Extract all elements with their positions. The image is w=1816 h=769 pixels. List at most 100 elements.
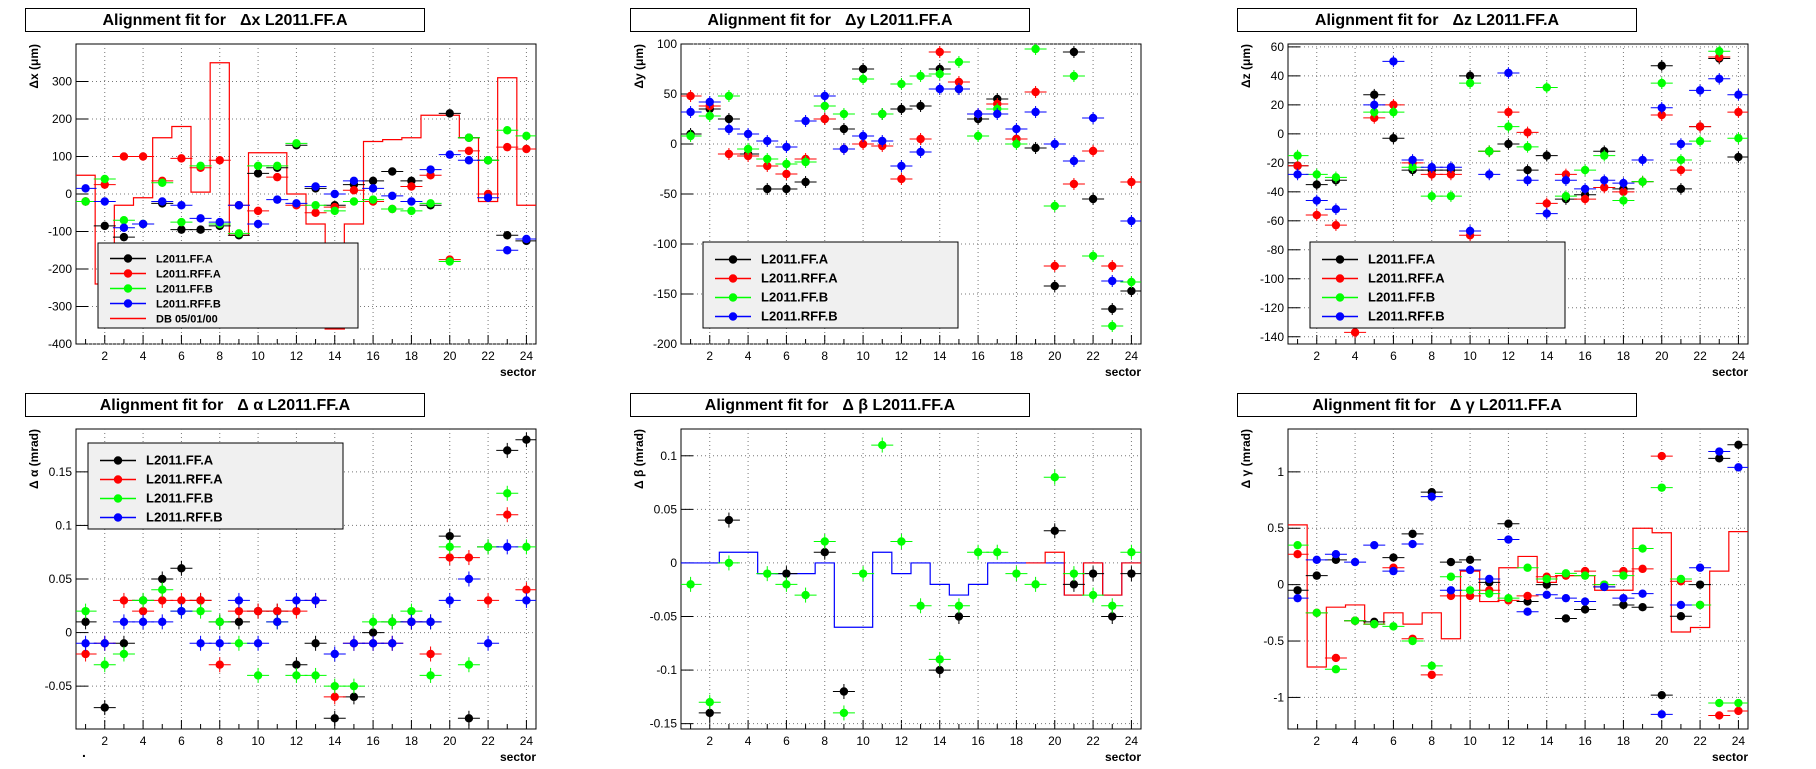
x-tick-label: 12: [895, 349, 909, 363]
x-tick-label: 14: [328, 349, 342, 363]
data-point: [1427, 661, 1436, 671]
db-histogram: [1288, 524, 1748, 668]
data-point: [1312, 210, 1321, 220]
data-point: [801, 590, 810, 600]
data-point: [820, 114, 829, 124]
data-point: [1504, 122, 1513, 131]
data-point: [1427, 170, 1436, 179]
title-run: L2011.FF.A: [264, 12, 348, 29]
legend-label: L2011.FF.B: [156, 284, 213, 296]
data-point: [445, 150, 454, 159]
legend-marker: [113, 494, 123, 503]
data-point: [1695, 580, 1705, 589]
x-tick-label: 2: [101, 734, 108, 748]
data-point: [1031, 107, 1040, 117]
data-point: [158, 197, 167, 206]
data-point: [445, 596, 454, 605]
data-point: [1657, 690, 1666, 700]
data-point: [763, 154, 772, 164]
y-tick-label: 20: [1271, 98, 1285, 112]
data-point: [426, 165, 435, 174]
data-point: [1031, 87, 1040, 97]
data-point: [1389, 553, 1398, 562]
x-tick-label: 10: [856, 349, 870, 363]
legend-marker: [728, 312, 738, 321]
y-tick-label: 300: [52, 75, 72, 89]
x-tick-label: 2: [706, 349, 713, 363]
x-tick-label: 4: [745, 349, 752, 363]
x-tick-label: 16: [971, 734, 985, 748]
legend-box: [87, 442, 344, 530]
data-point: [464, 133, 474, 142]
data-point: [1050, 201, 1059, 211]
legend-label: L2011.FF.A: [146, 453, 214, 468]
x-tick-label: 22: [481, 349, 495, 363]
data-point: [234, 606, 244, 616]
data-point: [522, 596, 531, 605]
chart-title: Alignment fit for Δ α L2011.FF.A: [25, 393, 425, 417]
data-point: [138, 152, 148, 161]
data-point: [138, 617, 148, 627]
chart-title: Alignment fit for Δ β L2011.FF.A: [630, 393, 1030, 417]
data-point: [1069, 71, 1079, 81]
data-point: [916, 71, 925, 81]
data-point: [138, 606, 148, 616]
title-prefix: Alignment fit for: [707, 12, 831, 29]
data-point: [100, 660, 109, 669]
data-point: [273, 172, 282, 182]
data-point: [1561, 569, 1571, 578]
title-run: L2011.FF.A: [267, 397, 351, 414]
data-point: [311, 201, 320, 210]
data-point: [954, 601, 964, 610]
data-point: [1069, 580, 1079, 589]
data-point: [705, 708, 714, 718]
y-tick-label: 100: [52, 150, 72, 164]
data-point: [119, 152, 129, 161]
footer-mark: .: [82, 744, 86, 760]
x-tick-label: 16: [1578, 734, 1592, 748]
legend-label: L2011.RFF.A: [156, 269, 221, 281]
title-prefix: Alignment fit for: [704, 397, 829, 414]
data-point: [1734, 107, 1743, 117]
data-point: [100, 703, 109, 712]
x-tick-label: 8: [1428, 349, 1435, 363]
data-point: [1676, 165, 1686, 175]
legend: L2011.FF.A L2011.RFF.A L2011.FF.B L2011.RFF…: [702, 241, 959, 329]
y-tick-label: -120: [1260, 301, 1284, 315]
x-tick-label: 14: [1540, 349, 1554, 363]
data-point: [158, 596, 167, 605]
legend-marker: [123, 284, 133, 293]
data-point: [503, 126, 512, 135]
data-point: [1715, 711, 1724, 720]
y-tick-label: -300: [48, 300, 72, 314]
data-point: [743, 151, 753, 161]
data-point: [158, 178, 167, 187]
data-point: [483, 542, 493, 552]
data-point: [119, 617, 129, 627]
db-histogram: [1026, 551, 1141, 596]
x-tick-label: 20: [1655, 734, 1669, 748]
legend-marker: [123, 254, 133, 263]
data-point: [196, 639, 205, 648]
data-point: [1389, 100, 1398, 110]
data-point: [1676, 139, 1686, 149]
y-tick-label: -0.05: [650, 610, 678, 624]
y-tick-label: -50: [660, 187, 678, 201]
data-point: [1523, 176, 1532, 185]
data-point: [349, 186, 359, 195]
data-point: [1370, 107, 1379, 117]
data-point: [743, 129, 753, 139]
data-point: [1657, 78, 1666, 88]
data-point: [1031, 143, 1040, 153]
y-tick-label: 0.1: [55, 518, 72, 532]
data-point: [1370, 540, 1379, 550]
data-point: [138, 219, 148, 229]
data-point: [1734, 134, 1743, 143]
data-point: [1542, 83, 1551, 92]
data-point: [1331, 220, 1341, 230]
y-tick-label: -60: [1267, 214, 1285, 228]
data-point: [483, 156, 493, 165]
legend-label: L2011.FF.B: [146, 491, 213, 506]
data-point: [1370, 90, 1379, 99]
data-point: [349, 692, 359, 702]
